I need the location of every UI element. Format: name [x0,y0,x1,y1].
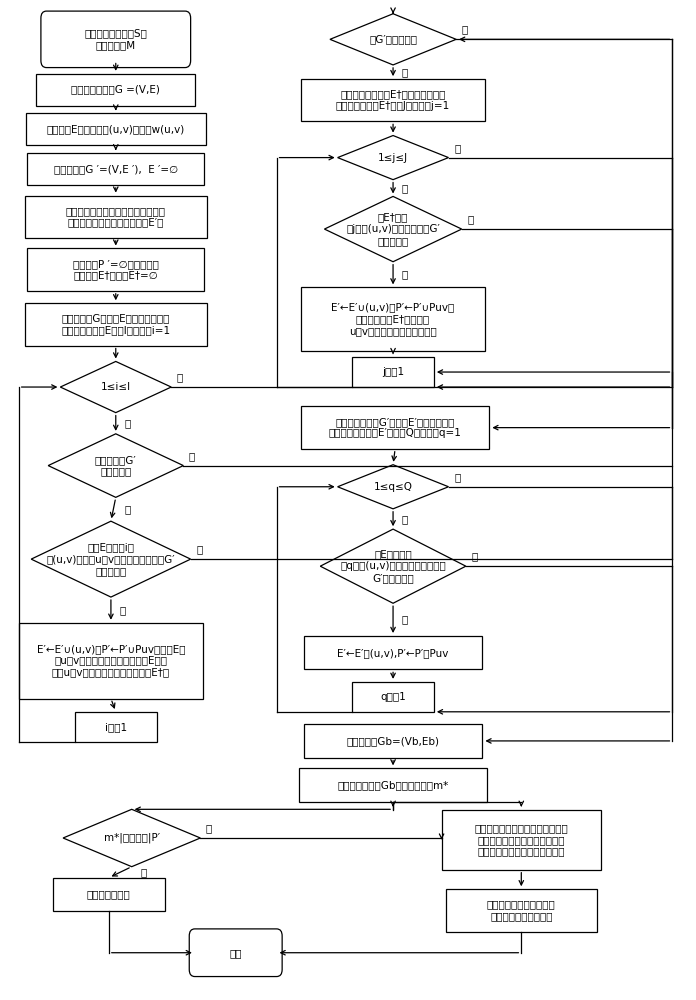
Text: 1≤q≤Q: 1≤q≤Q [374,482,413,492]
Text: 是: 是 [402,183,408,193]
Text: 按权重对图G的边集E中所有的边进行
升序排列，假定E中有I条边，令i=1: 按权重对图G的边集E中所有的边进行 升序排列，假定E中有I条边，令i=1 [61,314,171,335]
FancyBboxPatch shape [41,11,191,68]
Text: 是: 是 [124,418,130,428]
Text: 计算得到二部图Gb的最大匹配基m*: 计算得到二部图Gb的最大匹配基m* [338,780,449,790]
Text: m*|是否等于|P′: m*|是否等于|P′ [104,833,160,843]
Polygon shape [338,136,448,180]
FancyBboxPatch shape [299,768,487,802]
FancyBboxPatch shape [441,810,601,870]
Text: 令初始时P ′=∅，定义一个
临时边集E†，并令E†=∅: 令初始时P ′=∅，定义一个 临时边集E†，并令E†=∅ [73,259,159,280]
Text: j增加1: j增加1 [382,367,404,377]
Text: 结束: 结束 [230,948,242,958]
Text: 否: 否 [402,615,408,625]
Text: 对E中降序的
第q条边(u,v)判断去掉此边后，图
G′是否两连通: 对E中降序的 第q条边(u,v)判断去掉此边后，图 G′是否两连通 [340,550,446,583]
FancyBboxPatch shape [303,724,482,758]
FancyBboxPatch shape [19,623,203,699]
Text: 构建初始无向图G =(V,E): 构建初始无向图G =(V,E) [71,85,160,95]
Polygon shape [320,529,466,603]
Text: 按权重对临时图G′的边集E′中所有的边进
行降序排列，假定E′中中有Q条边，令q=1: 按权重对临时图G′的边集E′中所有的边进 行降序排列，假定E′中中有Q条边，令q… [329,417,461,438]
Text: q增加1: q增加1 [380,692,406,702]
Text: 构建临时图G ′=(V,E ′),  E ′=∅: 构建临时图G ′=(V,E ′), E ′=∅ [54,164,178,174]
FancyBboxPatch shape [445,889,597,932]
Text: 否: 否 [454,143,460,153]
Text: E′←E′∪(u,v)，P′←P′∪Puv，
并将临时边集E†中能连通
u或v所在的两个分块的边删去: E′←E′∪(u,v)，P′←P′∪Puv， 并将临时边集E†中能连通 u或v所… [331,302,454,336]
FancyBboxPatch shape [303,636,482,669]
Text: 分别建立每一个分块中边界传感器的
环，并将环上的边添加到边集E′中: 分别建立每一个分块中边界传感器的 环，并将环上的边添加到边集E′中 [65,206,166,228]
Text: 是: 是 [461,25,468,35]
FancyBboxPatch shape [36,74,196,106]
Text: 1≤i≤I: 1≤i≤I [101,382,131,392]
Polygon shape [48,434,183,497]
FancyBboxPatch shape [301,406,489,449]
Text: 不进行网络修复: 不进行网络修复 [87,889,131,899]
Text: 否: 否 [177,372,183,382]
FancyBboxPatch shape [352,682,434,712]
Text: 否: 否 [402,270,408,280]
FancyBboxPatch shape [352,357,434,387]
FancyBboxPatch shape [27,248,204,291]
Text: 否: 否 [124,504,130,514]
FancyBboxPatch shape [301,287,485,351]
Text: 是: 是 [196,544,203,554]
FancyBboxPatch shape [75,712,157,742]
Text: 否: 否 [119,605,125,615]
Text: 使用这个最优中继调度方
案就能使得网络两连通: 使用这个最优中继调度方 案就能使得网络两连通 [487,900,555,921]
Polygon shape [63,809,200,867]
Polygon shape [31,521,191,597]
FancyBboxPatch shape [25,196,207,238]
Text: 对E†中的
第j条边(u,v)，判断临时图G′
是否两连通: 对E†中的 第j条边(u,v)，判断临时图G′ 是否两连通 [346,212,440,246]
Polygon shape [324,196,461,262]
Polygon shape [338,465,448,509]
Text: 估算边集E中的每条边(u,v)的权重w(u,v): 估算边集E中的每条边(u,v)的权重w(u,v) [47,124,185,134]
Text: 否: 否 [454,472,460,482]
Text: 1≤j≤J: 1≤j≤J [378,153,408,163]
Text: 边集E中的第i条
边(u,v)的顶点u与v所在分块在临时图G′
是否两连通: 边集E中的第i条 边(u,v)的顶点u与v所在分块在临时图G′ 是否两连通 [47,543,175,576]
Text: 构建二部图Gb=(Vb,Eb): 构建二部图Gb=(Vb,Eb) [347,736,440,746]
FancyBboxPatch shape [24,303,207,346]
Text: 是: 是 [189,451,195,461]
Text: 图G′是否两连通: 图G′是否两连通 [369,34,417,44]
FancyBboxPatch shape [301,79,485,121]
Text: 是: 是 [471,551,477,561]
Text: 构建传感器节点集S、
中继节点集M: 构建传感器节点集S、 中继节点集M [84,29,148,50]
Text: 是: 是 [206,823,212,833]
FancyBboxPatch shape [27,153,204,185]
FancyBboxPatch shape [53,878,165,911]
Polygon shape [61,361,171,413]
Text: 按权重对临时边集E†中所有的边进行
升序排列，假定E†中有J条边，令j=1: 按权重对临时边集E†中所有的边进行 升序排列，假定E†中有J条边，令j=1 [336,89,450,111]
Text: 是: 是 [467,214,473,224]
FancyBboxPatch shape [26,113,206,145]
Text: 是: 是 [402,514,408,524]
Text: 否: 否 [402,67,408,77]
Text: 分别计算所有的最大匹配的开销，
取开销最小的最大匹配，就对应
一个最优移动中继节点调度方案: 分别计算所有的最大匹配的开销， 取开销最小的最大匹配，就对应 一个最优移动中继节… [475,823,568,856]
Text: E′←E′∪(u,v)，P′←P′∪Puv，并将E中
以u或v为顶点的边删去，同时将E中能
连通u或v所在两个分块的边添加到E†中: E′←E′∪(u,v)，P′←P′∪Puv，并将E中 以u或v为顶点的边删去，同… [37,644,185,677]
FancyBboxPatch shape [189,929,282,977]
Text: 否: 否 [140,867,146,877]
Text: i增加1: i增加1 [104,722,127,732]
Text: 判断临时图G′
是否两连通: 判断临时图G′ 是否两连通 [95,455,136,476]
Text: E′←E′＼(u,v),P′←P′＼Puv: E′←E′＼(u,v),P′←P′＼Puv [338,648,449,658]
Polygon shape [330,14,456,65]
